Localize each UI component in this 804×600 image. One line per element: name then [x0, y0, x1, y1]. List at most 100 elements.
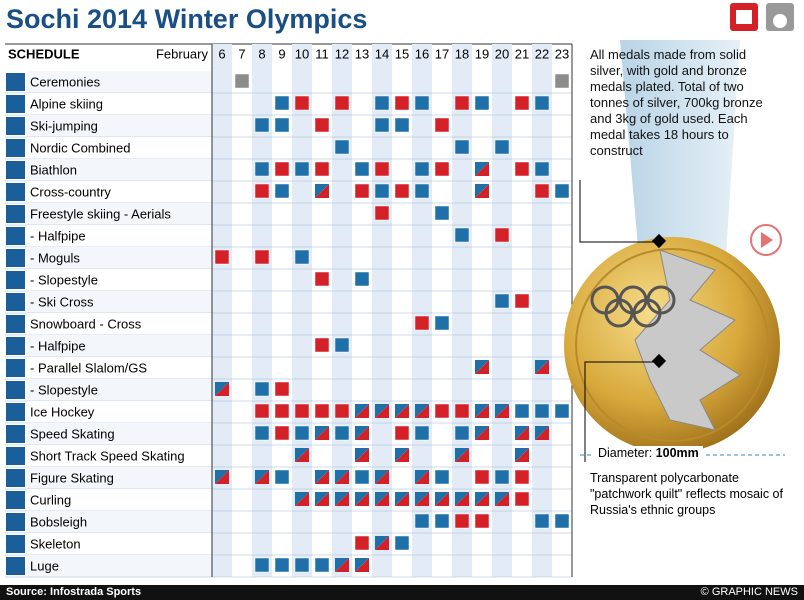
event-cell: [354, 271, 370, 287]
schedule-grid: SCHEDULE February 6 7 8 9 10 11 12 13 14 15 16 17 18 19…: [5, 43, 573, 578]
title: Sochi 2014 Winter Olympics: [6, 4, 368, 34]
event-cell: [494, 293, 510, 309]
event-cell: [434, 315, 450, 331]
event-cell-event: [455, 492, 469, 506]
sport-name: Ski-jumping: [30, 118, 98, 133]
event-cell-event: [475, 404, 489, 418]
sport-name: Alpine skiing: [30, 96, 103, 111]
event-cell: [534, 95, 550, 111]
sport-icon: [6, 359, 25, 377]
event-cell: [414, 183, 430, 199]
event-cell-event: [475, 360, 489, 374]
event-cell-event: [375, 536, 389, 550]
event-cell: [314, 337, 330, 353]
row-band: [27, 423, 212, 445]
event-cell: [554, 403, 570, 419]
event-cell-event: [535, 426, 549, 440]
day-label: 9: [278, 46, 285, 61]
sport-name: - Slopestyle: [30, 272, 98, 287]
event-cell: [254, 249, 270, 265]
event-cell: [314, 161, 330, 177]
event-cell-event: [295, 448, 309, 462]
sport-name: Short Track Speed Skating: [30, 448, 185, 463]
row-band: [27, 555, 212, 577]
day-label: 15: [395, 46, 409, 61]
event-cell: [294, 95, 310, 111]
event-cell-event: [515, 426, 529, 440]
event-cell-event: [215, 382, 229, 396]
event-cell-event: [475, 162, 489, 176]
event-cell: [234, 73, 250, 89]
event-cell: [434, 513, 450, 529]
event-cell: [454, 425, 470, 441]
day-stripe: [492, 44, 512, 577]
day-label: 21: [515, 46, 529, 61]
sport-icon: [6, 161, 25, 179]
event-cell: [214, 249, 230, 265]
event-cell: [454, 227, 470, 243]
day-label: 8: [258, 46, 265, 61]
event-cell-event: [315, 184, 329, 198]
event-cell-event: [535, 360, 549, 374]
event-cell: [374, 161, 390, 177]
event-cell: [334, 95, 350, 111]
sport-icon: [6, 557, 25, 575]
event-cell: [254, 425, 270, 441]
source: Source: Infostrada Sports: [6, 586, 142, 598]
diameter: Diameter: 100mm: [594, 446, 703, 460]
event-cell: [554, 183, 570, 199]
event-cell-event: [355, 426, 369, 440]
sport-name: Skeleton: [30, 536, 81, 551]
event-cell: [314, 403, 330, 419]
event-cell: [474, 513, 490, 529]
event-cell: [414, 161, 430, 177]
sport-name: Snowboard - Cross: [30, 316, 142, 331]
event-cell: [374, 183, 390, 199]
event-cell: [554, 73, 570, 89]
event-cell-event: [415, 470, 429, 484]
row-band: [27, 313, 212, 335]
row-band: [27, 489, 212, 511]
event-cell: [354, 469, 370, 485]
sport-icon: [6, 337, 25, 355]
event-cell: [294, 249, 310, 265]
event-cell: [374, 117, 390, 133]
sport-icon: [6, 315, 25, 333]
day-label: 20: [495, 46, 509, 61]
event-cell: [274, 183, 290, 199]
event-cell: [454, 513, 470, 529]
month-label: February: [156, 46, 209, 61]
sport-icon: [6, 117, 25, 135]
header-icons[interactable]: [730, 3, 794, 31]
day-label: 12: [335, 46, 349, 61]
event-cell: [274, 469, 290, 485]
sport-icon: [6, 271, 25, 289]
credit: © GRAPHIC NEWS: [700, 586, 798, 598]
sport-name: Bobsleigh: [30, 514, 87, 529]
sport-name: Ceremonies: [30, 74, 101, 89]
sport-name: - Moguls: [30, 250, 80, 265]
day-label: 22: [535, 46, 549, 61]
event-cell: [274, 403, 290, 419]
event-cell: [394, 183, 410, 199]
event-cell: [274, 95, 290, 111]
day-label: 19: [475, 46, 489, 61]
sport-name: Luge: [30, 558, 59, 573]
event-cell: [434, 205, 450, 221]
event-cell: [514, 95, 530, 111]
day-label: 23: [555, 46, 569, 61]
event-cell: [334, 337, 350, 353]
medal-note: All medals made from solid silver, with …: [590, 47, 763, 158]
row-band: [27, 181, 212, 203]
event-cell-event: [435, 492, 449, 506]
sport-icon: [6, 293, 25, 311]
row-band: [27, 357, 212, 379]
day-label: 17: [435, 46, 449, 61]
event-cell: [314, 117, 330, 133]
row-band: [27, 511, 212, 533]
event-cell: [454, 139, 470, 155]
row-band: [27, 467, 212, 489]
sport-name: Figure Skating: [30, 470, 114, 485]
event-cell-event: [355, 448, 369, 462]
